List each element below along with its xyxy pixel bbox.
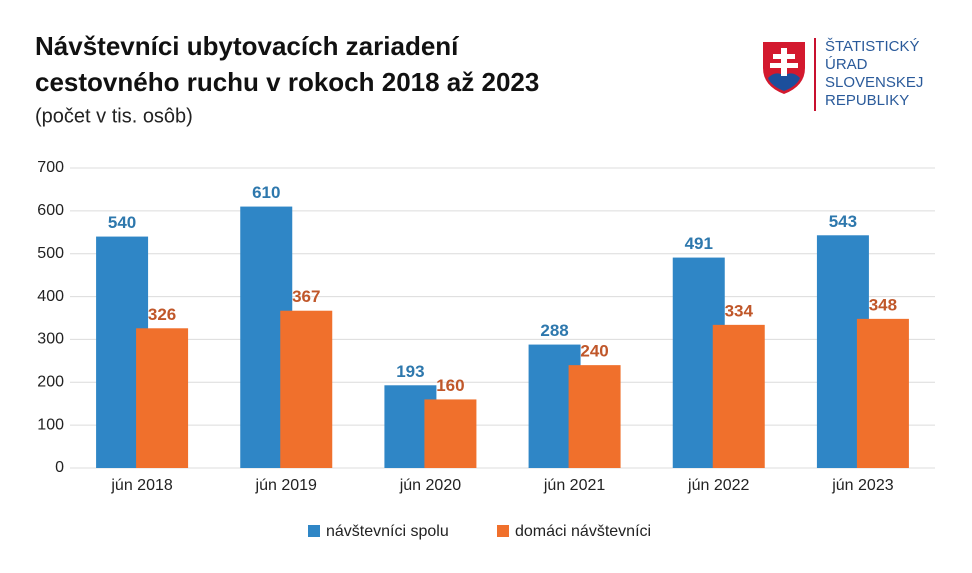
x-tick-label: jún 2021 xyxy=(543,477,605,494)
legend-swatch xyxy=(497,525,509,537)
y-tick-label: 200 xyxy=(37,374,64,391)
bar xyxy=(712,324,765,468)
y-tick-label: 500 xyxy=(37,245,64,262)
y-tick-label: 700 xyxy=(37,159,64,176)
value-label: 348 xyxy=(869,295,897,314)
value-label: 610 xyxy=(252,183,280,202)
x-tick-label: jún 2019 xyxy=(255,477,317,494)
x-tick-label: jún 2022 xyxy=(687,477,749,494)
logo: ŠTATISTICKÝ ÚRAD SLOVENSKEJ REPUBLIKY xyxy=(763,38,923,111)
value-label: 160 xyxy=(436,376,464,395)
y-tick-label: 300 xyxy=(37,331,64,348)
value-label: 288 xyxy=(540,321,568,340)
legend-label: domáci návštevníci xyxy=(515,523,651,540)
y-tick-label: 600 xyxy=(37,202,64,219)
logo-text: ŠTATISTICKÝ xyxy=(825,38,919,55)
logo-text: ÚRAD xyxy=(825,56,868,73)
chart-title: cestovného ruchu v rokoch 2018 až 2023 xyxy=(35,67,539,97)
x-tick-label: jún 2023 xyxy=(831,477,893,494)
value-label: 334 xyxy=(725,301,754,320)
y-tick-label: 400 xyxy=(37,288,64,305)
bar xyxy=(568,365,621,468)
value-label: 193 xyxy=(396,362,424,381)
value-label: 240 xyxy=(580,342,608,361)
value-label: 540 xyxy=(108,213,136,232)
logo-text: REPUBLIKY xyxy=(825,92,909,109)
y-tick-label: 100 xyxy=(37,416,64,433)
logo-text: SLOVENSKEJ xyxy=(825,74,923,91)
logo-cross xyxy=(770,48,798,76)
bar xyxy=(856,318,909,468)
value-label: 367 xyxy=(292,287,320,306)
value-label: 491 xyxy=(685,234,713,253)
legend-label: návštevníci spolu xyxy=(326,523,449,540)
x-tick-label: jún 2018 xyxy=(110,477,172,494)
bar xyxy=(280,310,333,468)
chart-title: Návštevníci ubytovacích zariadení xyxy=(35,31,459,61)
bar xyxy=(136,328,189,468)
value-label: 543 xyxy=(829,212,857,231)
value-label: 326 xyxy=(148,305,176,324)
chart-subtitle: (počet v tis. osôb) xyxy=(35,105,193,127)
logo-hills xyxy=(768,73,800,91)
legend-swatch xyxy=(308,525,320,537)
x-tick-label: jún 2020 xyxy=(399,477,461,494)
bar xyxy=(424,399,477,468)
y-tick-label: 0 xyxy=(55,459,64,476)
